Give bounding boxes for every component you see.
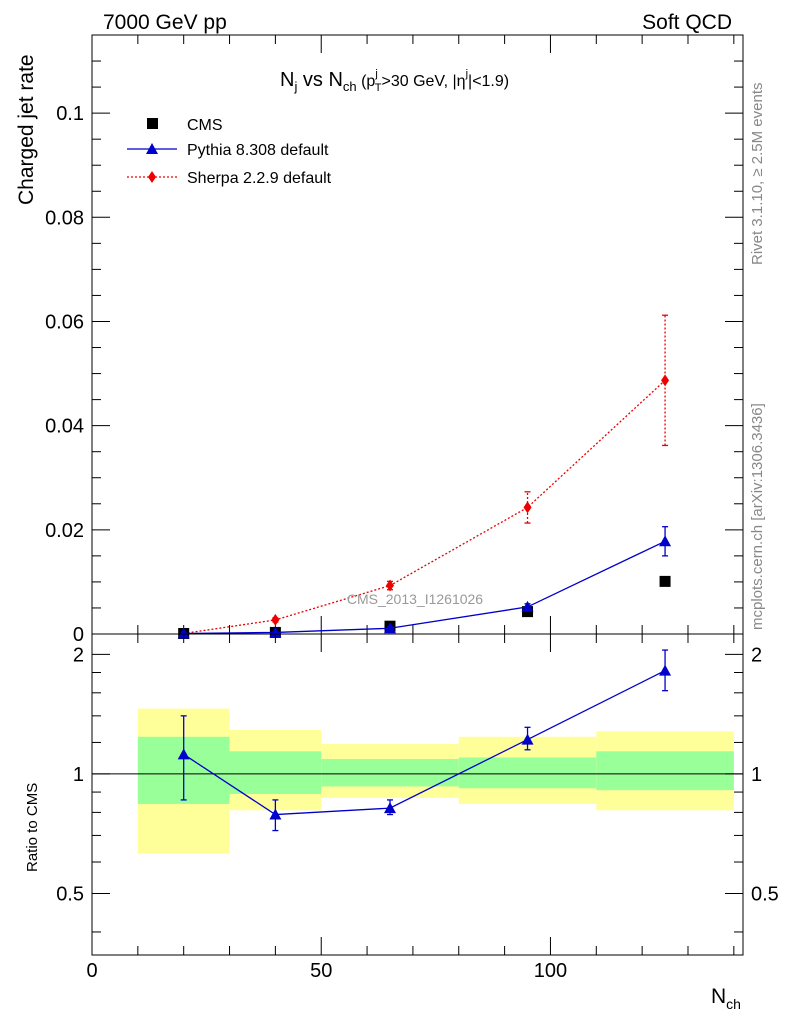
- legend-sherpa-marker: [148, 171, 156, 183]
- legend-sherpa-label: Sherpa 2.2.9 default: [187, 170, 332, 187]
- sherpa-point: [385, 579, 394, 592]
- ratio-y-tick-label-right: 2: [751, 644, 762, 666]
- legend-cms-label: CMS: [187, 117, 223, 134]
- ratio-uncertainty-band-inner: [229, 751, 322, 794]
- ratio-y-tick-label-left: 2: [73, 644, 84, 666]
- main-y-tick-label: 0.1: [56, 103, 84, 125]
- ratio-y-tick-label-left: 1: [73, 764, 84, 786]
- main-y-tick-label: 0.04: [45, 416, 84, 438]
- title-cut-eta-sup: j: [465, 68, 468, 80]
- ratio-uncertainty-band-inner: [458, 757, 597, 789]
- pythia-line: [183, 540, 666, 635]
- ratio-pythia-point: [177, 748, 190, 760]
- x-axis-title: Nch: [711, 985, 741, 1012]
- ratio-pythia-point: [521, 733, 534, 745]
- ratio-pythia-point: [659, 664, 672, 676]
- x-axis-title-sub: ch: [726, 996, 741, 1012]
- title-nch-sub: ch: [343, 79, 357, 94]
- x-tick-label: 50: [310, 960, 332, 982]
- title-nj-sub: j: [293, 79, 297, 94]
- cms-point: [659, 575, 671, 587]
- title-cut-eta: >30 GeV, |η: [382, 73, 466, 90]
- pythia-point: [659, 535, 672, 547]
- sherpa-point: [523, 501, 532, 514]
- rivet-version-text: Rivet 3.1.10, ≥ 2.5M events: [749, 83, 766, 266]
- legend-cms-marker: [147, 118, 158, 129]
- pythia-point: [177, 627, 190, 639]
- pythia-point: [521, 600, 534, 612]
- ratio-y-tick-label-right: 1: [751, 764, 762, 786]
- collision-label: 7000 GeV pp: [103, 11, 227, 34]
- process-label: Soft QCD: [642, 11, 732, 34]
- legend-pythia-marker: [146, 143, 158, 154]
- legend: CMS Pythia 8.308 default Sherpa 2.2.9 de…: [127, 117, 332, 187]
- main-panel: 0 0.02 0.04 0.06 0.08 0.1: [45, 34, 744, 646]
- analysis-id-watermark: CMS_2013_I1261026: [347, 591, 483, 607]
- ratio-plot-frame: [91, 633, 744, 956]
- main-y-tick-label: 0.06: [45, 311, 84, 333]
- x-tick-label: 0: [86, 960, 97, 982]
- title-nj: N: [280, 69, 294, 91]
- title-cut-end: |<1.9): [468, 73, 509, 90]
- title-cut-pt: (p: [357, 73, 376, 90]
- title-cut-pt-sub: T: [375, 82, 382, 94]
- ratio-y-tick-label-right: 0.5: [751, 883, 779, 905]
- main-y-tick-label: 0.02: [45, 520, 84, 542]
- pythia-point: [269, 626, 282, 638]
- ratio-pythia-point: [383, 802, 396, 814]
- title-cut-pt-sup: j: [374, 68, 377, 80]
- main-y-axis-title: Charged jet rate: [15, 54, 38, 205]
- sherpa-point: [661, 374, 670, 387]
- ratio-y-axis-title: Ratio to CMS: [24, 783, 41, 872]
- main-y-tick-label: 0.08: [45, 207, 84, 229]
- plot-title: Nj vs Nch (pj T>30 GeV, |ηj|<1.9): [280, 68, 509, 94]
- ratio-y-tick-label-left: 0.5: [56, 883, 84, 905]
- mcplots-text: mcplots.cern.ch [arXiv:1306.3436]: [749, 403, 766, 630]
- ratio-pythia-point: [269, 808, 282, 820]
- legend-pythia-label: Pythia 8.308 default: [187, 142, 329, 159]
- title-vs-nch: vs N: [297, 69, 343, 91]
- ratio-uncertainty-band-inner: [596, 751, 734, 791]
- pythia-point: [383, 622, 396, 634]
- sherpa-point: [271, 613, 280, 626]
- x-axis-title-main: N: [711, 985, 726, 1008]
- main-y-tick-label: 0: [73, 624, 84, 646]
- ratio-panel: 0.5 0.5 1 1 2 2 0 50 100: [56, 633, 779, 982]
- x-tick-label: 100: [534, 960, 567, 982]
- ratio-uncertainty-band-inner: [321, 759, 459, 787]
